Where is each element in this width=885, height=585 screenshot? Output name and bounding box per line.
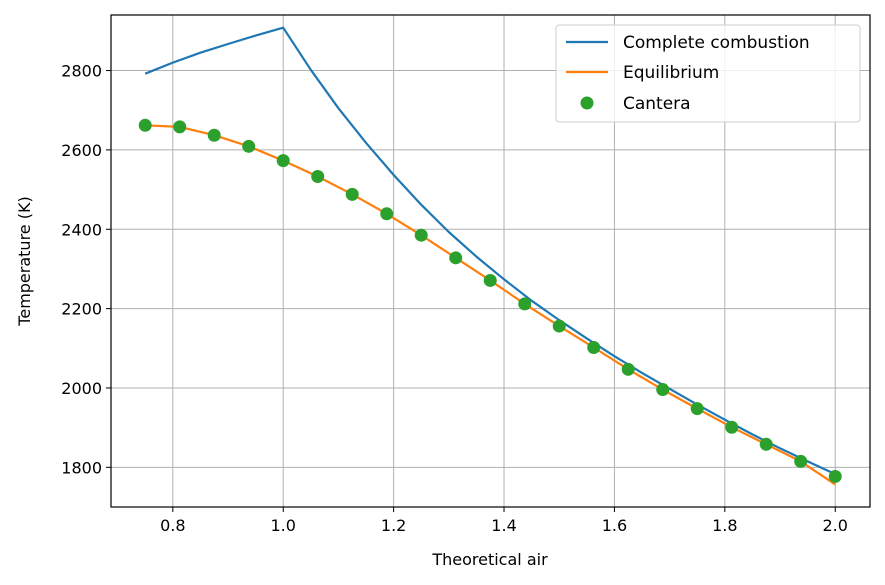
data-point-cantera xyxy=(242,139,256,153)
data-point-cantera xyxy=(380,207,394,221)
legend: Complete combustion Equilibrium Cantera xyxy=(555,24,861,123)
x-tick-label-1-8: 1.8 xyxy=(712,516,737,535)
data-point-cantera xyxy=(138,118,152,132)
data-point-cantera xyxy=(828,469,842,483)
y-tick-label-2200: 2200 xyxy=(61,300,102,319)
legend-label-complete-combustion: Complete combustion xyxy=(623,33,810,53)
data-point-cantera xyxy=(552,319,566,333)
y-tick-label-1800: 1800 xyxy=(61,458,102,477)
x-axis-label: Theoretical air xyxy=(431,550,548,569)
data-point-cantera xyxy=(587,340,601,354)
series-line-complete-combustion xyxy=(144,26,836,476)
x-tick-label-1-2: 1.2 xyxy=(381,516,406,535)
y-tick-label-2800: 2800 xyxy=(61,62,102,81)
data-point-cantera xyxy=(207,128,221,142)
data-point-cantera xyxy=(276,154,290,168)
x-tick-label-1-4: 1.4 xyxy=(491,516,516,535)
y-tick-label-2600: 2600 xyxy=(61,141,102,160)
data-point-cantera xyxy=(759,437,773,451)
data-point-cantera xyxy=(345,187,359,201)
x-tick-label-1-0: 1.0 xyxy=(270,516,295,535)
legend-box xyxy=(555,24,861,123)
plot-frame xyxy=(110,14,871,508)
legend-label-equilibrium: Equilibrium xyxy=(623,63,719,83)
data-point-cantera xyxy=(725,420,739,434)
data-point-cantera xyxy=(690,402,704,416)
x-tick-label-0-8: 0.8 xyxy=(160,516,185,535)
x-tick-label-2-0: 2.0 xyxy=(822,516,847,535)
y-tick-label-2000: 2000 xyxy=(61,379,102,398)
ticks: 0.8 1.0 1.2 1.4 1.6 1.8 2.0 1800 2000 2200 2400 260… xyxy=(61,62,848,535)
data-point-cantera xyxy=(794,454,808,468)
data-point-cantera xyxy=(311,169,325,183)
y-axis-label: Temperature (K) xyxy=(15,196,34,326)
y-tick-label-2400: 2400 xyxy=(61,220,102,239)
data-point-cantera xyxy=(621,362,635,376)
legend-label-cantera: Cantera xyxy=(623,94,691,114)
x-tick-label-1-6: 1.6 xyxy=(602,516,627,535)
series-layer xyxy=(138,26,842,486)
data-point-cantera xyxy=(449,251,463,265)
data-point-cantera xyxy=(656,383,670,397)
data-point-cantera xyxy=(483,273,497,287)
data-point-cantera xyxy=(173,120,187,134)
data-point-cantera xyxy=(414,228,428,242)
data-point-cantera xyxy=(518,297,532,311)
legend-marker-cantera xyxy=(580,96,594,110)
